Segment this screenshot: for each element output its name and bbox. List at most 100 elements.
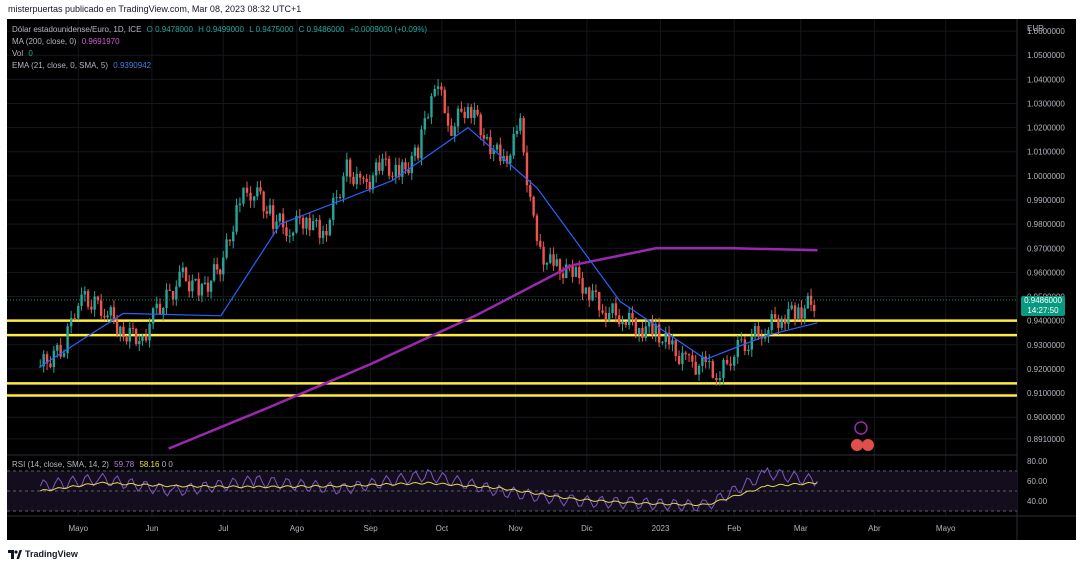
candle-body <box>584 287 588 294</box>
candle-body <box>545 262 549 265</box>
ma-value: 0.9691970 <box>81 37 120 46</box>
candle-body <box>803 308 806 319</box>
candle-body <box>368 181 372 190</box>
candle-body <box>667 332 671 345</box>
chart-frame[interactable]: 0.8910000 0.9000000 0.9100000 0.9200000 0.93… <box>7 19 1076 540</box>
footer: TradingView <box>0 540 1080 566</box>
candle-body <box>604 312 608 321</box>
candle-body <box>470 107 473 118</box>
candle-body <box>308 217 311 231</box>
candle-body <box>103 315 106 318</box>
candle-body <box>456 108 460 127</box>
candle-body <box>256 187 259 197</box>
candle-body <box>627 312 631 326</box>
time-tick-label: Abr <box>868 524 881 533</box>
candle-body <box>162 308 165 315</box>
candle-body <box>232 231 235 242</box>
ohlc-close: C 0.9486000 <box>298 25 345 34</box>
candle-body <box>362 177 365 179</box>
candle-body <box>206 282 210 292</box>
candle-body <box>165 289 168 309</box>
candle-body <box>797 307 800 319</box>
candle-body <box>617 315 621 325</box>
time-tick-label: Dic <box>581 524 593 533</box>
candle-body <box>222 257 225 275</box>
candle-body <box>611 303 614 314</box>
candle-body <box>697 365 701 375</box>
candle-body <box>90 306 93 310</box>
candle-body <box>767 330 770 336</box>
candle-body <box>69 318 73 327</box>
candle-body <box>681 352 684 364</box>
candle-body <box>647 320 651 327</box>
candle-body <box>407 169 410 174</box>
candle-body <box>684 352 687 355</box>
price-tick-label: 0.9300000 <box>1027 341 1065 350</box>
candle-body <box>555 259 558 266</box>
price-chart[interactable]: 0.8910000 0.9000000 0.9100000 0.9200000 0.93… <box>7 19 1076 540</box>
time-tick-label: Mayo <box>69 524 89 533</box>
candle-body <box>374 162 378 176</box>
candle-body <box>711 361 715 378</box>
candle-body <box>621 321 624 325</box>
candle-body <box>178 271 181 287</box>
candle-body <box>420 129 423 159</box>
candle-body <box>736 340 739 357</box>
candle-body <box>155 303 158 309</box>
candle-body <box>197 278 200 296</box>
candle-body <box>148 323 151 341</box>
candle-body <box>235 205 238 232</box>
candle-body <box>800 307 803 319</box>
candle-body <box>245 187 249 193</box>
candle-body <box>499 144 502 162</box>
candle-body <box>131 327 135 329</box>
candle-body <box>574 267 578 277</box>
rsi-tick-label: 80.00 <box>1027 457 1048 466</box>
candle-body <box>661 341 664 343</box>
candle-body <box>783 318 787 324</box>
candle-body <box>281 213 285 228</box>
candle-body <box>436 86 440 89</box>
brand-name: TradingView <box>25 549 78 559</box>
candle-body <box>62 353 66 357</box>
candle-body <box>718 378 722 381</box>
candle-body <box>770 314 773 331</box>
candle-body <box>708 361 711 363</box>
vol-row: Vol 0 <box>12 48 427 60</box>
time-tick-label: Oct <box>436 524 449 533</box>
candle-body <box>515 130 519 134</box>
candle-body <box>315 219 318 222</box>
candle-body <box>66 326 69 354</box>
candle-body <box>453 126 456 136</box>
candle-body <box>119 326 122 335</box>
candle-body <box>252 196 256 201</box>
candle-body <box>591 290 594 301</box>
candle-body <box>259 187 262 192</box>
time-tick-label: Jun <box>146 524 159 533</box>
candle-body <box>387 158 391 176</box>
candle-body <box>371 175 375 190</box>
candle-body <box>677 356 681 364</box>
price-tick-label: 0.9400000 <box>1027 317 1065 326</box>
rsi-legend: RSI (14, close, SMA, 14, 2) 59.78 58.16 … <box>12 460 173 469</box>
candle-body <box>301 217 305 229</box>
candle-body <box>158 303 162 315</box>
price-tick-label: 0.9100000 <box>1027 389 1065 398</box>
candle-body <box>542 246 545 265</box>
candle-body <box>664 332 667 342</box>
candle-body <box>722 359 725 379</box>
candle-body <box>509 155 512 164</box>
tradingview-logo[interactable]: TradingView <box>8 548 78 560</box>
flag-event-icon <box>851 439 863 451</box>
candle-body <box>725 359 729 364</box>
candle-body <box>479 114 482 136</box>
candle-body <box>729 363 732 366</box>
price-tick-label: 1.0400000 <box>1027 75 1065 84</box>
candle-body <box>512 133 515 156</box>
candle-body <box>594 290 598 292</box>
candle-body <box>763 335 767 339</box>
candle-body <box>134 328 138 345</box>
price-tick-label: 0.8910000 <box>1027 435 1065 444</box>
price-tick-label: 0.9000000 <box>1027 413 1065 422</box>
candle-body <box>473 109 476 118</box>
